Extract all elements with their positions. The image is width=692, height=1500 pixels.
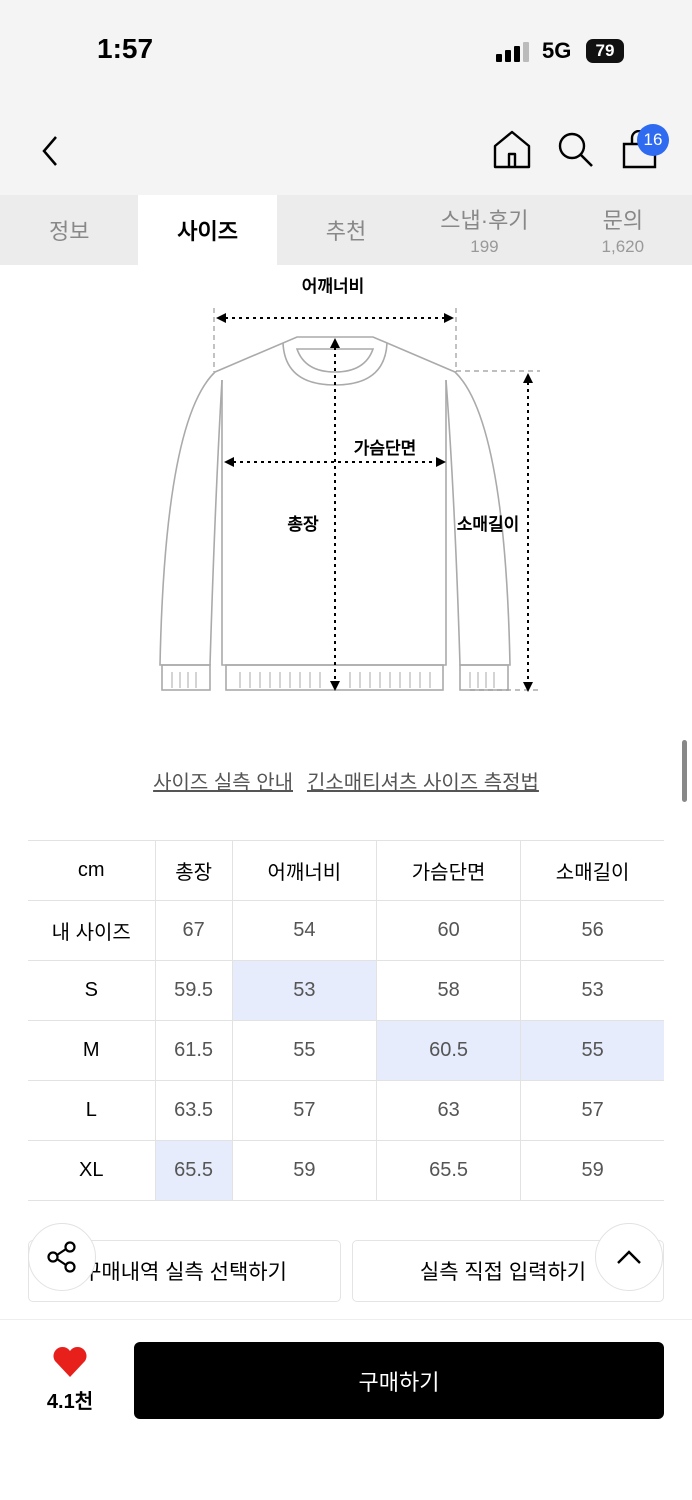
tab-label: 사이즈: [177, 219, 238, 244]
size-links: 사이즈 실측 안내 긴소매티셔츠 사이즈 측정법: [0, 766, 692, 795]
table-cell: 67: [154, 900, 233, 961]
row-label: 내 사이즈: [28, 900, 155, 961]
tab-count: 199: [470, 237, 499, 256]
tab-label: 스냅·후기: [440, 208, 529, 233]
cart-count-badge: 16: [637, 124, 669, 156]
table-cell: 56: [520, 900, 664, 961]
button-label: 실측 직접 입력하기: [419, 1261, 587, 1284]
label-shoulder: 어깨너비: [301, 277, 365, 296]
tab-label: 정보: [48, 219, 90, 244]
table-cell: 55: [231, 1020, 377, 1081]
table-row: 내 사이즈 67 54 60 56: [28, 900, 664, 961]
status-bar: 1:57 5G 79: [0, 0, 692, 100]
table-row: S 59.5 53 58 53: [28, 960, 664, 1021]
table-cell: 53: [231, 960, 377, 1021]
search-icon[interactable]: [556, 130, 596, 170]
column-header: 소매길이: [520, 840, 664, 901]
back-icon[interactable]: [38, 134, 62, 168]
table-header-row: cm 총장 어깨너비 가슴단면 소매길이: [28, 840, 664, 901]
table-cell: 53: [520, 960, 664, 1021]
table-cell: 59: [520, 1140, 664, 1201]
table-cell: 65.5: [154, 1140, 233, 1201]
label-sleeve: 소매길이: [456, 515, 520, 534]
divider: [0, 1319, 692, 1320]
button-label: 구매내역 실측 선택하기: [82, 1261, 287, 1284]
top-nav: [0, 100, 692, 195]
table-cell: 61.5: [154, 1020, 233, 1081]
table-cell: 63: [375, 1080, 521, 1141]
tab-label: 문의: [602, 208, 644, 233]
table-cell: 60.5: [375, 1020, 521, 1081]
size-table: cm 총장 어깨너비 가슴단면 소매길이 내 사이즈 67 54 60 56 S 59.5 53 58 53…: [28, 840, 664, 1201]
column-header: 어깨너비: [231, 840, 377, 901]
tab-recommend[interactable]: 추천: [277, 195, 415, 265]
battery-icon: 79: [586, 39, 624, 63]
table-cell: 59.5: [154, 960, 233, 1021]
guide-lines: [213, 308, 540, 691]
share-icon: [47, 1241, 76, 1273]
label-chest: 가슴단면: [353, 439, 417, 458]
home-icon[interactable]: [492, 130, 532, 170]
size-guide-link[interactable]: 사이즈 실측 안내: [153, 772, 293, 794]
tab-size[interactable]: 사이즈: [138, 195, 277, 265]
heart-icon[interactable]: [52, 1346, 88, 1378]
column-header: cm: [28, 840, 155, 901]
table-cell: 54: [231, 900, 377, 961]
tab-label: 추천: [325, 219, 367, 244]
row-label: XL: [28, 1140, 155, 1201]
column-header: 가슴단면: [375, 840, 521, 901]
table-cell: 58: [375, 960, 521, 1021]
column-header: 총장: [154, 840, 233, 901]
chevron-up-icon: [617, 1250, 641, 1264]
table-cell: 65.5: [375, 1140, 521, 1201]
tab-bar: 정보 사이즈 추천 스냅·후기 199 문의 1,620: [0, 195, 692, 265]
table-cell: 57: [231, 1080, 377, 1141]
scrollbar[interactable]: [682, 740, 687, 802]
tab-info[interactable]: 정보: [0, 195, 138, 265]
clock: 1:57: [97, 33, 154, 64]
table-cell: 63.5: [154, 1080, 233, 1141]
table-cell: 59: [231, 1140, 377, 1201]
share-button[interactable]: [28, 1223, 96, 1291]
row-label: L: [28, 1080, 155, 1141]
tab-count: 1,620: [601, 237, 645, 256]
table-cell: 57: [520, 1080, 664, 1141]
cuff-ribs: [171, 672, 495, 688]
tab-inquiry[interactable]: 문의 1,620: [554, 195, 692, 265]
tab-snap-review[interactable]: 스냅·후기 199: [415, 195, 553, 265]
like-count: 4.1천: [46, 1391, 94, 1413]
row-label: S: [28, 960, 155, 1021]
scroll-top-button[interactable]: [595, 1223, 663, 1291]
label-length: 총장: [287, 515, 319, 534]
measure-method-link[interactable]: 긴소매티셔츠 사이즈 측정법: [307, 772, 539, 794]
table-row: L 63.5 57 63 57: [28, 1080, 664, 1141]
signal-icon: [496, 42, 529, 62]
table-row: XL 65.5 59 65.5 59: [28, 1140, 664, 1201]
row-label: M: [28, 1020, 155, 1081]
table-row: M 61.5 55 60.5 55: [28, 1020, 664, 1081]
measure-arrows: [216, 313, 533, 692]
network-type: 5G: [542, 38, 572, 63]
size-diagram: [159, 308, 540, 692]
table-cell: 55: [520, 1020, 664, 1081]
buy-button[interactable]: 구매하기: [134, 1342, 664, 1419]
table-cell: 60: [375, 900, 521, 961]
